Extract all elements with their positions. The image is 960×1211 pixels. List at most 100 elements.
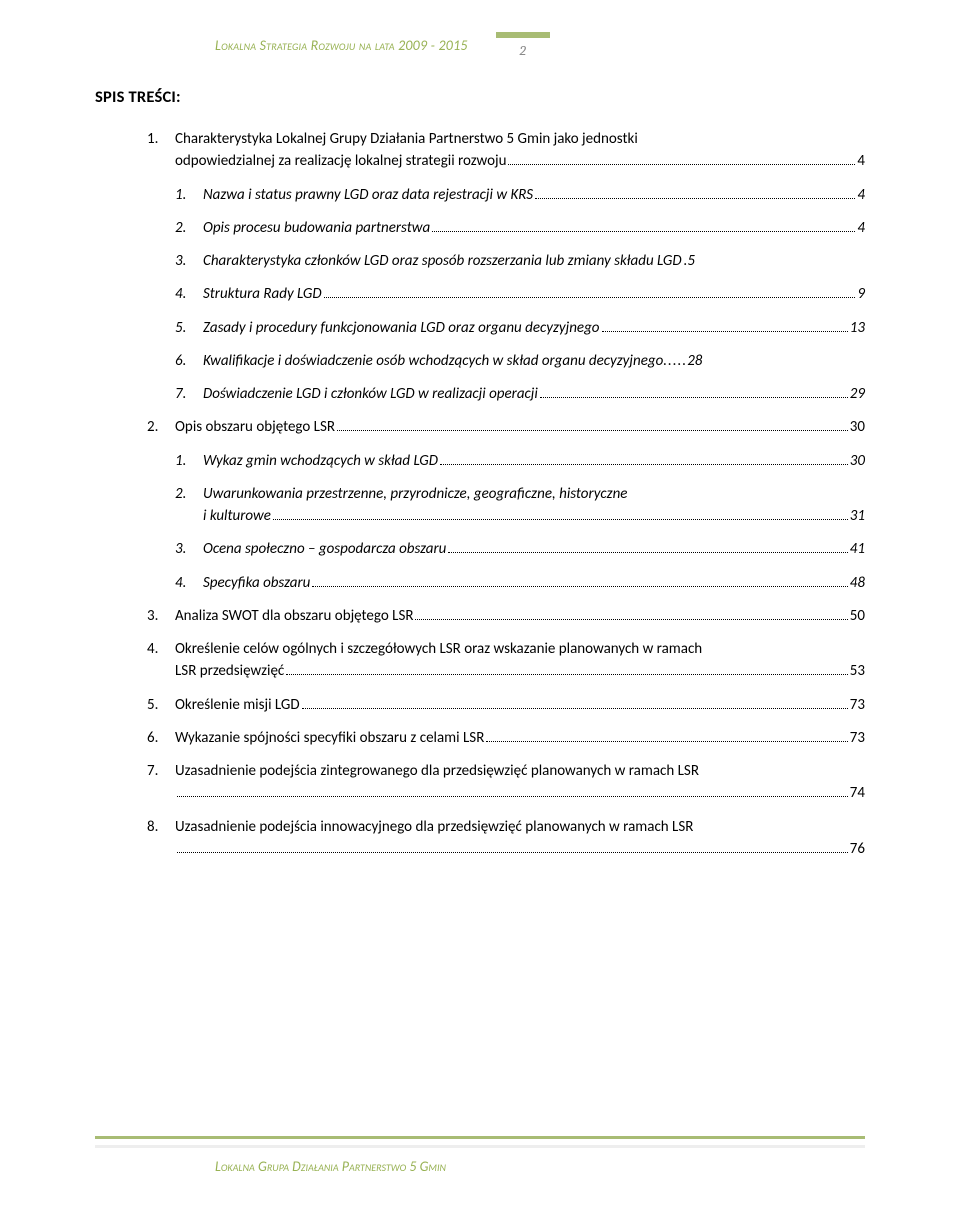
toc-sub-text: Nazwa i status prawny LGD oraz data reje… xyxy=(203,185,533,205)
toc-level1-item: 5.Określenie misji LGD73 xyxy=(147,695,865,715)
page-header: Lokalna Strategia Rozwoju na lata 2009 -… xyxy=(215,32,865,59)
toc-l1-text-line1: Uzasadnienie podejścia zintegrowanego dl… xyxy=(175,761,865,781)
toc-l1-body: Opis obszaru objętego LSR30 xyxy=(175,417,865,437)
page-container: Lokalna Strategia Rozwoju na lata 2009 -… xyxy=(0,0,960,859)
toc-sub-text: Ocena społeczno – gospodarcza obszaru xyxy=(203,539,446,559)
toc-page-number: 28 xyxy=(687,351,702,371)
toc-page-number: 76 xyxy=(850,839,865,859)
toc-dots xyxy=(302,708,848,709)
toc-l2-body: Specyfika obszaru48 xyxy=(203,573,865,593)
toc-dots xyxy=(415,619,847,620)
toc-page-number: 73 xyxy=(850,695,865,715)
toc-page-number: 48 xyxy=(850,573,865,593)
toc-l1-body: Uzasadnienie podejścia innowacyjnego dla… xyxy=(175,817,865,860)
toc-l1-text-line2: 76 xyxy=(175,839,865,859)
toc-l2-body: Doświadczenie LGD i członków LGD w reali… xyxy=(203,384,865,404)
toc-content: 1.Charakterystyka Lokalnej Grupy Działan… xyxy=(95,129,865,859)
toc-level2-item: 4.Struktura Rady LGD9 xyxy=(175,284,865,304)
toc-dots xyxy=(273,519,848,520)
toc-dots xyxy=(602,331,848,332)
toc-l1-number: 6. xyxy=(147,728,175,748)
footer-bar xyxy=(95,1136,865,1139)
toc-sub-text: Zasady i procedury funkcjonowania LGD or… xyxy=(203,318,600,338)
toc-l2-text-line1: Uwarunkowania przestrzenne, przyrodnicze… xyxy=(203,484,865,504)
toc-l2-number: 4. xyxy=(175,573,203,593)
toc-sub-text: Charakterystyka członków LGD oraz sposób… xyxy=(203,251,682,271)
toc-page-number: 29 xyxy=(850,384,865,404)
header-title: Lokalna Strategia Rozwoju na lata 2009 -… xyxy=(215,37,468,54)
toc-page-number: .5 xyxy=(684,251,695,271)
toc-l1-number: 3. xyxy=(147,606,175,626)
toc-l1-body: Określenie misji LGD73 xyxy=(175,695,865,715)
toc-level2-item: 2.Opis procesu budowania partnerstwa 4 xyxy=(175,218,865,238)
header-bar xyxy=(496,32,550,38)
toc-page-number: 30 xyxy=(850,451,865,471)
toc-l1-text-line1: Uzasadnienie podejścia innowacyjnego dla… xyxy=(175,817,865,837)
toc-l1-number: 5. xyxy=(147,695,175,715)
toc-level1-item: 7.Uzasadnienie podejścia zintegrowanego … xyxy=(147,761,865,804)
toc-page-number: 31 xyxy=(850,506,865,526)
toc-dots xyxy=(177,796,848,797)
toc-level1-item: 3.Analiza SWOT dla obszaru objętego LSR5… xyxy=(147,606,865,626)
toc-l2-number: 7. xyxy=(175,384,203,404)
toc-l2-body: Opis procesu budowania partnerstwa 4 xyxy=(203,218,865,238)
toc-level2-item: 1.Nazwa i status prawny LGD oraz data re… xyxy=(175,185,865,205)
toc-dots xyxy=(312,586,847,587)
toc-sub-text: i kulturowe xyxy=(203,506,271,526)
toc-dots xyxy=(432,231,855,232)
page-footer: Lokalna Grupa Działania Partnerstwo 5 Gm… xyxy=(95,1136,865,1175)
toc-l2-number: 4. xyxy=(175,284,203,304)
toc-sub-text: Doświadczenie LGD i członków LGD w reali… xyxy=(203,384,538,404)
toc-page-number: 4 xyxy=(857,218,865,238)
toc-level2-item: 2.Uwarunkowania przestrzenne, przyrodnic… xyxy=(175,484,865,527)
toc-l2-body: Charakterystyka członków LGD oraz sposób… xyxy=(203,251,865,271)
toc-level1-item: 6.Wykazanie spójności specyfiki obszaru … xyxy=(147,728,865,748)
toc-l2-body: Uwarunkowania przestrzenne, przyrodnicze… xyxy=(203,484,865,527)
toc-sub-text: Opis procesu budowania partnerstwa xyxy=(203,218,430,238)
footer-shadow xyxy=(95,1145,865,1148)
toc-dots xyxy=(535,198,855,199)
toc-l2-body: Nazwa i status prawny LGD oraz data reje… xyxy=(203,185,865,205)
toc-l2-body: Zasady i procedury funkcjonowania LGD or… xyxy=(203,318,865,338)
toc-l2-number: 2. xyxy=(175,218,203,238)
toc-sub-text: Kwalifikacje i doświadczenie osób wchodz… xyxy=(203,351,663,371)
toc-l2-number: 1. xyxy=(175,185,203,205)
toc-level1-item: 4.Określenie celów ogólnych i szczegółow… xyxy=(147,639,865,682)
toc-page-number: 9 xyxy=(857,284,865,304)
toc-l1-body: Określenie celów ogólnych i szczegółowyc… xyxy=(175,639,865,682)
toc-dots xyxy=(286,674,848,675)
toc-l1-body: Analiza SWOT dla obszaru objętego LSR50 xyxy=(175,606,865,626)
toc-dots xyxy=(440,464,848,465)
toc-l1-number: 7. xyxy=(147,761,175,781)
toc-heading: SPIS TREŚCI: xyxy=(95,87,865,107)
toc-page-number: 13 xyxy=(850,318,865,338)
toc-l1-number: 4. xyxy=(147,639,175,659)
toc-dots xyxy=(508,164,855,165)
toc-l1-number: 1. xyxy=(147,129,175,149)
toc-text: odpowiedzialnej za realizację lokalnej s… xyxy=(175,151,506,171)
toc-l1-text-line2: 74 xyxy=(175,783,865,803)
toc-page-number: 4 xyxy=(857,151,865,171)
toc-l1-number: 2. xyxy=(147,417,175,437)
toc-level2-item: 7.Doświadczenie LGD i członków LGD w rea… xyxy=(175,384,865,404)
toc-level2-item: 3.Charakterystyka członków LGD oraz spos… xyxy=(175,251,865,271)
toc-text: Opis obszaru objętego LSR xyxy=(175,417,335,437)
toc-l2-text-line2: i kulturowe 31 xyxy=(203,506,865,526)
toc-l2-number: 2. xyxy=(175,484,203,504)
toc-l1-body: Wykazanie spójności specyfiki obszaru z … xyxy=(175,728,865,748)
toc-l1-text-line2: LSR przedsięwzięć53 xyxy=(175,661,865,681)
header-page-number: 2 xyxy=(519,42,525,59)
toc-l1-text-line2: odpowiedzialnej za realizację lokalnej s… xyxy=(175,151,865,171)
toc-level1-item: 2.Opis obszaru objętego LSR30 xyxy=(147,417,865,437)
toc-page-number: 74 xyxy=(850,783,865,803)
toc-l2-number: 3. xyxy=(175,539,203,559)
toc-sub-text: Wykaz gmin wchodzących w skład LGD xyxy=(203,451,438,471)
toc-l1-body: Charakterystyka Lokalnej Grupy Działania… xyxy=(175,129,865,172)
toc-l2-body: Ocena społeczno – gospodarcza obszaru41 xyxy=(203,539,865,559)
toc-level2-item: 3.Ocena społeczno – gospodarcza obszaru4… xyxy=(175,539,865,559)
toc-level2-item: 4.Specyfika obszaru48 xyxy=(175,573,865,593)
toc-sub-block: 1.Nazwa i status prawny LGD oraz data re… xyxy=(147,185,865,405)
toc-level2-item: 5.Zasady i procedury funkcjonowania LGD … xyxy=(175,318,865,338)
toc-l2-number: 3. xyxy=(175,251,203,271)
header-page-box: 2 xyxy=(496,32,550,59)
